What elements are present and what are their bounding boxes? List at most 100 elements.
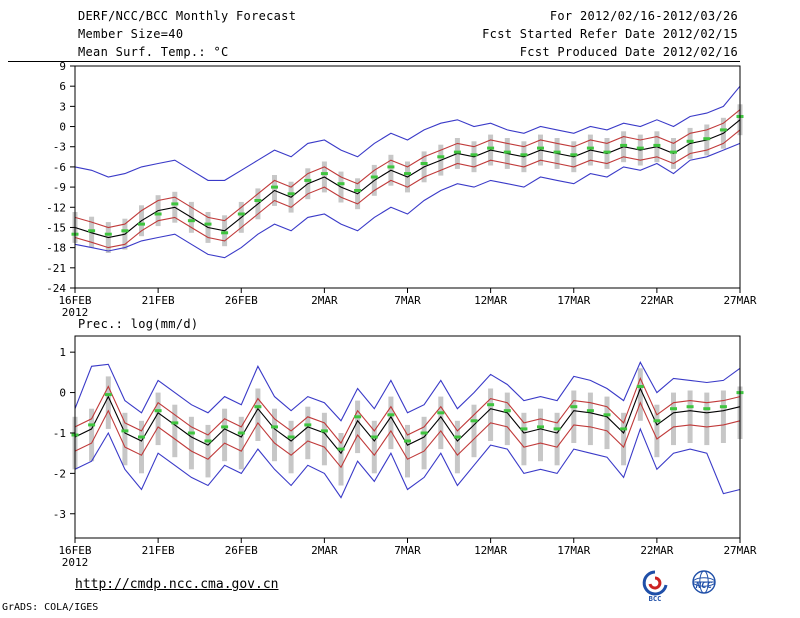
precipitation-x-tick-label: 21FEB	[142, 544, 175, 557]
precipitation-spread-bar	[454, 420, 460, 474]
precipitation-spread-bar	[521, 412, 527, 466]
precipitation-spread-bar	[105, 376, 111, 429]
temperature-x-tick-label: 17MAR	[557, 294, 590, 307]
precipitation-spread-bar	[238, 416, 244, 470]
temperature-y-tick-label: -12	[46, 201, 66, 214]
temperature-y-tick-label: -15	[46, 221, 66, 234]
precipitation-spread-bar	[621, 412, 627, 466]
temperature-y-tick-label: -21	[46, 262, 66, 275]
temperature-y-tick-label: -6	[53, 161, 66, 174]
bcc-logo: BCC	[642, 570, 668, 602]
precipitation-spread-bar	[720, 390, 726, 443]
precipitation-spread-bar	[571, 390, 577, 443]
precipitation-x-tick-label: 7MAR	[394, 544, 421, 557]
precipitation-y-tick-label: -1	[53, 427, 66, 440]
temperature-x-tick-label: 7MAR	[394, 294, 421, 307]
temperature-x-tick-label: 12MAR	[474, 294, 507, 307]
precipitation-spread-bar	[687, 390, 693, 443]
temperature-x-tick-label: 2MAR	[311, 294, 338, 307]
precipitation-spread-bar	[305, 406, 311, 460]
temperature-ensemble-min-line	[74, 142, 741, 259]
precipitation-spread-bar	[338, 433, 344, 486]
temperature-x-tick-label: 16FEB	[58, 294, 91, 307]
temperature-x-tick-label: 21FEB	[142, 294, 175, 307]
precipitation-spread-bar	[504, 392, 510, 446]
ncc-logo: NCC	[692, 570, 716, 594]
temperature-y-tick-label: -3	[53, 141, 66, 154]
precipitation-spread-bar	[388, 396, 394, 450]
precipitation-spread-bar	[205, 424, 211, 478]
precipitation-spread-bar	[89, 408, 95, 462]
temperature-ensemble-max-line	[74, 85, 741, 181]
precipitation-spread-bar	[637, 368, 643, 421]
prec-chart-title: Prec.: log(mm/d)	[78, 317, 199, 331]
precipitation-upper-spread-line	[74, 376, 741, 445]
temperature-y-tick-label: -9	[53, 181, 66, 194]
precipitation-spread-bar	[371, 420, 377, 474]
member-size-label: Member Size=40	[78, 27, 184, 41]
precipitation-x-tick-label: 17MAR	[557, 544, 590, 557]
precipitation-spread-bar	[671, 392, 676, 446]
precipitation-spread-bar	[288, 420, 294, 474]
precipitation-ensemble-mean-line	[74, 387, 741, 455]
precipitation-spread-bar	[488, 388, 494, 441]
temperature-y-tick-label: -24	[46, 282, 66, 295]
temperature-y-tick-label: 9	[59, 60, 66, 73]
precipitation-y-tick-label: 1	[59, 346, 66, 359]
temp-chart-title: Mean Surf. Temp.: °C	[78, 45, 229, 59]
header-divider	[8, 61, 740, 62]
precipitation-spread-bar	[438, 396, 444, 450]
precipitation-spread-bar	[139, 420, 144, 474]
page-title: DERF/NCC/BCC Monthly Forecast	[78, 9, 297, 23]
precipitation-spread-bar	[321, 412, 327, 466]
precipitation-x-tick-label: 27MAR	[723, 544, 756, 557]
temperature-x-year-label: 2012	[62, 306, 89, 319]
ncc-logo-label: NCC	[695, 581, 713, 591]
temperature-x-tick-label: 26FEB	[225, 294, 258, 307]
precipitation-spread-bar	[222, 408, 228, 462]
temperature-ensemble-mean-line	[74, 119, 741, 239]
precipitation-spread-bar	[255, 388, 261, 441]
precipitation-spread-bar	[421, 416, 427, 470]
temperature-y-tick-label: 6	[59, 80, 66, 93]
precipitation-y-tick-label: 0	[59, 387, 66, 400]
precipitation-spread-bar	[355, 400, 361, 454]
precipitation-spread-bar	[471, 404, 477, 458]
grads-credit: GrADS: COLA/IGES	[2, 602, 99, 613]
precipitation-lower-spread-line	[74, 401, 741, 469]
precipitation-x-tick-label: 26FEB	[225, 544, 258, 557]
temperature-y-tick-label: 0	[59, 121, 66, 134]
precipitation-spread-bar	[704, 392, 710, 446]
precipitation-spread-bar	[155, 392, 161, 446]
fcst-produced-date: Fcst Produced Date 2012/02/16	[519, 45, 738, 59]
precipitation-spread-bar	[272, 408, 277, 462]
temperature-x-tick-label: 22MAR	[640, 294, 673, 307]
precipitation-spread-bar	[604, 396, 610, 450]
precipitation-spread-bar	[172, 404, 178, 458]
temperature-x-tick-label: 27MAR	[723, 294, 756, 307]
precipitation-x-year-label: 2012	[62, 556, 89, 569]
precipitation-spread-bar	[587, 392, 593, 446]
forecast-range: For 2012/02/16-2012/03/26	[549, 9, 738, 23]
precipitation-y-tick-label: -2	[53, 467, 66, 480]
temperature-y-tick-label: -18	[46, 242, 66, 255]
logo-group: BCC NCC	[638, 568, 724, 602]
precipitation-spread-bar	[654, 404, 660, 458]
temperature-lower-spread-line	[74, 129, 741, 249]
precipitation-x-tick-label: 2MAR	[311, 544, 338, 557]
precipitation-spread-bar	[538, 408, 543, 462]
site-url-link[interactable]: http://cmdp.ncc.cma.gov.cn	[75, 577, 279, 592]
fcst-started-date: Fcst Started Refer Date 2012/02/15	[482, 27, 738, 41]
precipitation-spread-bar	[405, 424, 410, 478]
precipitation-spread-bar	[188, 416, 194, 470]
precipitation-ensemble-min-line	[74, 427, 741, 499]
precipitation-y-tick-label: -3	[53, 508, 66, 521]
precipitation-x-tick-label: 22MAR	[640, 544, 673, 557]
precipitation-spread-bar	[554, 412, 560, 466]
precipitation-spread-bar	[122, 412, 128, 466]
precipitation-x-tick-label: 16FEB	[58, 544, 91, 557]
